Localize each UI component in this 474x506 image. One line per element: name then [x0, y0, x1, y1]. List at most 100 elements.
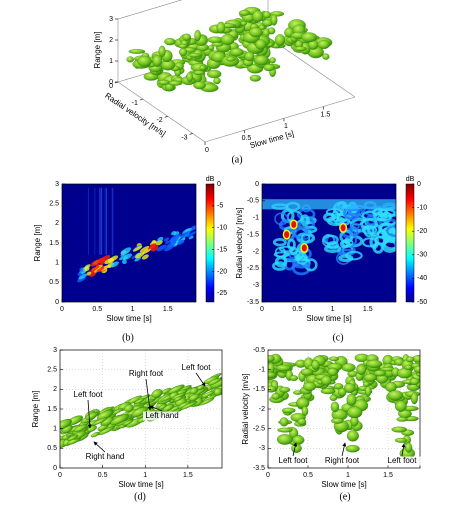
annotation-bg — [86, 452, 124, 462]
heat-spot — [84, 266, 90, 272]
surface-patch — [126, 56, 134, 63]
surface-patch — [255, 39, 267, 50]
surface-patch — [346, 393, 357, 406]
surface-patch — [302, 381, 317, 392]
plot-content — [77, 187, 196, 283]
x-tick-label: 0 — [260, 306, 264, 313]
y-tick-label: 1.5 — [47, 406, 57, 413]
y-tick-label: -2 — [156, 117, 162, 124]
x-tick-label: 1 — [143, 472, 147, 479]
heat-spot — [100, 254, 111, 262]
surface-patch — [124, 404, 134, 413]
heat-spot — [284, 231, 290, 239]
surface-patch — [268, 371, 277, 379]
surface-patch — [122, 419, 134, 426]
heat-spot — [349, 222, 360, 231]
heat-spot — [289, 246, 299, 255]
annotation: Left foot — [388, 456, 418, 465]
annotation-bg — [127, 369, 165, 379]
y-tick-label: 0 — [255, 181, 259, 188]
x-axis-label: Slow time [s] — [306, 314, 351, 323]
annotation: Right foot — [129, 369, 164, 378]
heat-spot — [360, 218, 378, 231]
colorbar-tick-label: -25 — [217, 290, 227, 297]
x-tick-label: 1 — [331, 306, 335, 313]
y-tick-label: 0 — [53, 465, 57, 472]
heat-spot — [165, 240, 169, 245]
box-edge — [204, 96, 356, 143]
colorbar-tick-label: -20 — [217, 268, 227, 275]
heat-spot — [149, 243, 156, 249]
heat-spot — [119, 254, 128, 261]
y-tick-label: -3.5 — [253, 465, 265, 472]
heat-spot — [399, 204, 406, 213]
heat-spot — [142, 248, 152, 255]
heat-spot — [110, 261, 119, 268]
surface-patch — [271, 393, 281, 400]
y-tick-label: -2.5 — [247, 265, 259, 272]
surface-patch — [60, 419, 72, 431]
surface-patch — [67, 434, 79, 441]
surface-patch — [216, 21, 226, 34]
annotation-arrow — [145, 378, 152, 411]
y-tick-label: -1 — [259, 367, 265, 374]
heat-spot — [171, 231, 177, 236]
y-tick-label: 0.5 — [47, 445, 57, 452]
surface-patch — [173, 396, 183, 402]
y-tick-label: 0 — [109, 83, 113, 90]
plot-content — [60, 350, 222, 468]
surface-patch — [158, 404, 167, 410]
y-axis-label: Range [m] — [31, 391, 40, 428]
heat-spot — [141, 254, 149, 260]
surface-patch — [317, 39, 331, 50]
heat-spot — [300, 233, 311, 243]
y-tick-label: 2 — [55, 220, 59, 227]
surface-patch — [331, 417, 344, 424]
heat-spot — [79, 267, 84, 272]
y-tick-label: -1 — [132, 100, 138, 107]
heat-spot — [180, 230, 192, 238]
annotation-arrow — [87, 399, 92, 429]
box-edge — [117, 81, 206, 143]
heat-spot — [99, 260, 106, 265]
surface-patch — [300, 368, 314, 376]
colorbar-tick-label: 0 — [417, 181, 421, 188]
annotation-bg — [69, 390, 107, 400]
y-tick-label: 1 — [55, 260, 59, 267]
y-tick-label: -2 — [259, 406, 265, 413]
heat-spot — [134, 256, 142, 262]
heat-spot — [291, 220, 297, 228]
surface-patch — [254, 55, 269, 66]
plot-content — [268, 350, 420, 468]
surface-patch — [151, 389, 163, 398]
heat-spot — [274, 212, 289, 226]
surface-patch — [229, 47, 244, 57]
colorbar — [205, 183, 215, 303]
annotation-bg — [383, 456, 421, 466]
heat-spot — [301, 244, 307, 252]
surface-patch — [405, 356, 415, 363]
axes-frame — [59, 349, 223, 469]
y-tick-label: -0.5 — [253, 347, 265, 354]
heat-spot — [326, 241, 339, 250]
y-tick-label: 1.5 — [49, 240, 59, 247]
x-tick-label: 1.5 — [183, 472, 193, 479]
axes-frame — [61, 183, 197, 303]
surface-patch — [362, 381, 370, 387]
surface-patch — [404, 364, 412, 370]
heat-spot — [166, 241, 177, 248]
surface-patch — [252, 10, 264, 23]
heat-spot — [300, 214, 310, 227]
surface-patch — [164, 37, 176, 46]
heat-spot — [188, 235, 194, 240]
y-axis-label: Radial velocity [m/s] — [235, 207, 244, 278]
surface-patch — [85, 412, 99, 420]
heat-spot — [155, 239, 163, 246]
annotation: Left foot — [182, 363, 212, 372]
surface-patch — [409, 377, 420, 385]
heat-spot — [296, 255, 308, 265]
surface-patch — [167, 384, 185, 394]
surface-patch — [248, 27, 263, 38]
colorbar-tick-label: 0 — [217, 181, 221, 188]
